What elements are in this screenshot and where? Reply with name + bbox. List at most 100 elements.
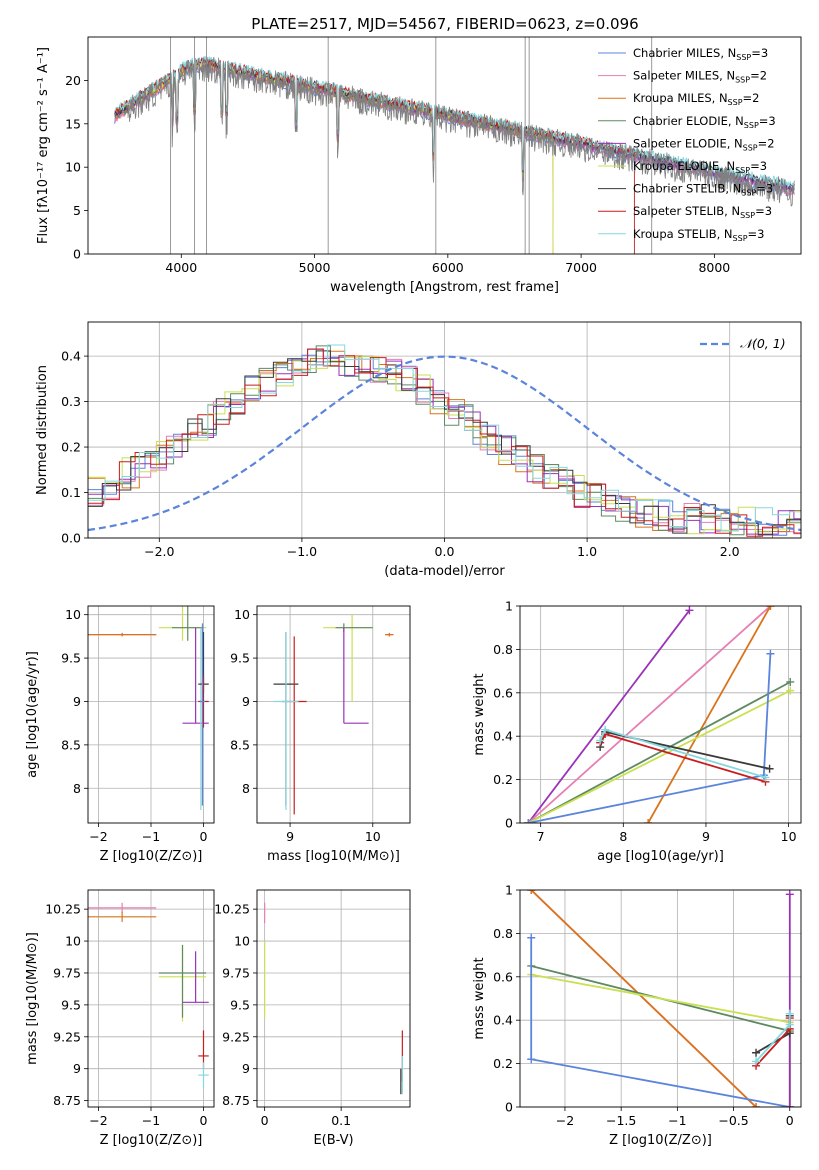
plot-area-residuals <box>88 344 801 538</box>
weight-marker <box>761 773 770 782</box>
x-tick-label: 4000 <box>165 260 197 275</box>
data-point <box>158 944 207 1018</box>
y-tick-label: 20 <box>65 73 81 88</box>
x-tick-label: 7000 <box>565 260 597 275</box>
legend-entry-label: 𝒩(0, 1) <box>740 336 786 351</box>
y-tick-label: 1 <box>505 599 513 614</box>
data-point <box>182 951 209 1003</box>
weight-series-line <box>647 606 772 823</box>
weight-marker <box>601 725 610 734</box>
weight-series-line <box>527 606 772 823</box>
axes-spectrum: 4000 5000 6000 7000 8000 0 5 10 15 20 wavelength [… <box>36 36 802 295</box>
legend-entry-label: Salpeter MILES, NSSP=2 <box>633 69 767 85</box>
residual-histogram <box>88 350 801 536</box>
y-tick-label: 0 <box>505 1100 513 1115</box>
x-tick-label: −1.0 <box>287 544 317 559</box>
x-axis-label: Z [log10(Z/Z⊙)] <box>100 849 203 864</box>
legend-entry-label: Salpeter STELIB, NSSP=3 <box>633 204 772 220</box>
data-point <box>88 902 157 913</box>
weight-marker <box>685 606 694 615</box>
x-tick-label: −1 <box>668 1113 686 1128</box>
data-point <box>88 632 157 637</box>
x-tick-label: −1 <box>142 829 160 844</box>
y-tick-label: 0.4 <box>493 729 513 744</box>
y-tick-label: 10 <box>65 934 81 949</box>
x-axis-label: (data-model)/error <box>384 564 505 579</box>
y-tick-label: 0.1 <box>61 485 81 500</box>
residual-histogram <box>88 348 801 537</box>
data-point <box>198 1062 209 1088</box>
weight-marker <box>644 819 653 823</box>
axes-frame <box>519 605 802 824</box>
data-point <box>385 632 394 637</box>
y-tick-label: 9.75 <box>53 965 81 980</box>
y-tick-label: 1 <box>505 883 513 898</box>
x-tick-label: 0 <box>200 829 208 844</box>
x-tick-label: 6000 <box>432 260 464 275</box>
legend: Chabrier MILES, NSSP=3 Salpeter MILES, NS… <box>598 46 776 243</box>
legend-entry-label: Kroupa STELIB, NSSP=3 <box>633 227 764 243</box>
y-tick-label: 0.8 <box>493 926 513 941</box>
data-point <box>172 606 204 641</box>
weight-series-line <box>527 689 791 823</box>
y-tick-label: 8 <box>73 781 81 796</box>
plot-area-spectrum <box>114 37 795 254</box>
data-point <box>182 627 209 724</box>
x-tick-label: 7 <box>537 829 545 844</box>
axes-age_vs_Z: −2 −1 0 8 8.5 9 9.5 10 Z [log10(Z/Z⊙)] age [log10… <box>25 605 215 864</box>
x-axis-label: wavelength [Angstrom, rest frame] <box>330 280 559 295</box>
x-tick-label: 0 <box>786 1113 794 1128</box>
residual-histogram <box>88 345 801 536</box>
y-tick-label: 15 <box>65 116 81 131</box>
x-tick-label: −2.0 <box>144 544 174 559</box>
axes-frame <box>87 36 802 255</box>
weight-marker <box>765 764 774 773</box>
x-axis-label: E(B-V) <box>313 1133 353 1148</box>
plot-area-weight_vs_Z <box>527 890 794 1107</box>
weight-marker <box>752 1103 761 1107</box>
axes-mass_vs_Z: −2 −1 0 8.75 9 9.25 9.5 9.75 10 10.25 Z [log10(Z/Z… <box>25 889 215 1148</box>
y-tick-label: 0.6 <box>493 685 513 700</box>
legend-entry-label: Chabrier MILES, NSSP=3 <box>633 46 768 62</box>
axes-weight_vs_Z: −2 −1.5 −1 −0.5 0 0 0.2 0.4 0.6 0.8 1 Z [log10(Z/Z⊙… <box>472 883 802 1148</box>
y-axis-label: age [log10(age/yr)] <box>25 651 40 778</box>
x-tick-label: 9 <box>286 829 294 844</box>
x-axis-label: age [log10(age/yr)] <box>597 849 724 864</box>
x-tick-label: −1 <box>142 1113 160 1128</box>
x-tick-label: 0 <box>261 1113 269 1128</box>
y-tick-label: 0.0 <box>61 531 81 546</box>
y-tick-label: 0.2 <box>61 440 81 455</box>
plot-area-mass_vs_ebv <box>264 902 403 1095</box>
weight-series-line <box>527 609 691 823</box>
y-axis-label: Flux [fλ10⁻¹⁷ erg cm⁻² s⁻¹ A⁻¹] <box>36 47 51 244</box>
y-tick-label: 8.75 <box>53 1093 81 1108</box>
weight-marker <box>752 1048 761 1057</box>
axes-weight_vs_age: 7 8 9 10 0 0.2 0.4 0.6 0.8 1 age [log10(age/yr)] ma… <box>472 599 802 864</box>
y-axis-label: mass weight <box>472 673 487 755</box>
weight-marker <box>785 1020 794 1029</box>
weight-marker <box>785 890 794 899</box>
weight-marker <box>766 606 775 610</box>
x-tick-label: −2 <box>89 829 107 844</box>
plot-area-age_vs_Z <box>88 606 209 810</box>
y-tick-label: 8.75 <box>222 1093 250 1108</box>
y-tick-label: 10.25 <box>214 902 250 917</box>
y-axis-label: mass [log10(M/M⊙)] <box>25 932 40 1065</box>
axes-frame <box>256 605 411 824</box>
weight-marker <box>596 736 605 745</box>
x-tick-label: −1.5 <box>606 1113 636 1128</box>
y-tick-label: 0 <box>73 247 81 262</box>
y-tick-label: 9 <box>73 694 81 709</box>
weight-marker <box>786 686 795 695</box>
y-tick-label: 9.5 <box>230 651 250 666</box>
y-tick-label: 9.5 <box>61 651 81 666</box>
legend-entry-label: Kroupa ELODIE, NSSP=3 <box>633 159 767 175</box>
observed-spectrum-line <box>127 56 795 207</box>
weight-marker <box>785 1009 794 1018</box>
data-point <box>343 627 369 724</box>
weight-marker <box>766 649 775 658</box>
weight-series-line <box>530 890 757 1107</box>
y-tick-label: 0.3 <box>61 394 81 409</box>
